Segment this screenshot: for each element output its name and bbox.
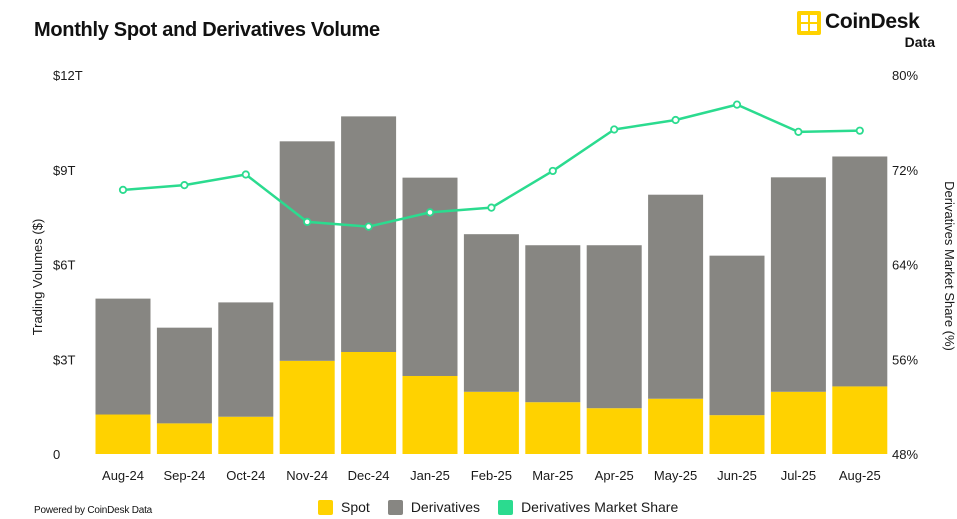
chart-title: Monthly Spot and Derivatives Volume xyxy=(34,19,380,41)
x-tick-label: Feb-25 xyxy=(471,468,512,483)
bar-derivatives xyxy=(648,194,704,399)
x-tick-label: May-25 xyxy=(654,468,697,483)
legend-item-spot: Spot xyxy=(318,499,370,515)
share-point xyxy=(364,222,373,231)
y-axis-title: Trading Volumes ($) xyxy=(30,219,45,336)
share-point xyxy=(118,185,128,194)
x-tick-label: Nov-24 xyxy=(286,468,328,483)
x-tick-label: Jan-25 xyxy=(410,468,450,483)
share-point xyxy=(671,115,680,125)
legend-swatch-share xyxy=(498,499,514,515)
share-point xyxy=(303,217,312,226)
bar-spot xyxy=(648,398,704,454)
x-tick-label: Aug-25 xyxy=(839,468,881,483)
bar-spot xyxy=(770,391,826,454)
bar-derivatives xyxy=(279,141,335,361)
y-tick-label: $9T xyxy=(53,163,75,178)
x-tick-label: Sep-24 xyxy=(163,468,205,483)
legend-item-derivatives: Derivatives xyxy=(387,499,481,515)
y-axis-right-title: Derivatives Market Share (%) xyxy=(942,181,957,351)
coindesk-logo-icon xyxy=(797,11,821,35)
y-tick-label: 0 xyxy=(53,447,60,462)
bar-spot xyxy=(402,375,458,454)
share-point xyxy=(425,208,435,217)
share-point xyxy=(180,181,189,190)
coindesk-logo: CoinDesk Data xyxy=(795,10,935,54)
bar-derivatives xyxy=(525,245,581,403)
y-tick-label: $12T xyxy=(53,68,83,83)
right-axis: 48% 56% 64% 72% 80% xyxy=(892,68,918,462)
share-point xyxy=(241,170,250,179)
share-point xyxy=(548,166,557,176)
legend-swatch-derivatives xyxy=(387,499,403,515)
bar-derivatives xyxy=(709,255,765,416)
y-right-tick-label: 64% xyxy=(892,258,918,273)
x-tick-label: Apr-25 xyxy=(595,468,634,483)
bar-derivatives xyxy=(95,298,151,415)
bar-derivatives xyxy=(770,177,826,392)
legend-swatch-spot xyxy=(318,499,333,515)
bar-spot xyxy=(709,415,765,454)
bar-spot xyxy=(279,360,335,454)
y-right-tick-label: 80% xyxy=(892,68,918,83)
bars-group xyxy=(95,116,888,454)
x-tick-label: Jun-25 xyxy=(717,468,757,483)
legend: Spot Derivatives Derivatives Market Shar… xyxy=(318,499,696,515)
x-axis: Aug-24 Sep-24 Oct-24 Nov-24 Dec-24 Jan-25 Feb-… xyxy=(102,468,881,483)
x-tick-label: Mar-25 xyxy=(532,468,573,483)
bar-derivatives xyxy=(402,177,458,376)
share-point xyxy=(487,203,496,212)
legend-label-derivatives: Derivatives xyxy=(410,499,481,515)
brand-sub: Data xyxy=(904,34,935,50)
y-right-tick-label: 72% xyxy=(892,163,918,178)
legend-label-spot: Spot xyxy=(341,499,370,515)
bar-derivatives xyxy=(156,327,212,424)
bar-spot xyxy=(586,408,642,454)
y-right-tick-label: 56% xyxy=(892,352,918,367)
brand-name: CoinDesk xyxy=(825,10,920,33)
share-point xyxy=(855,126,864,135)
footer-credit: Powered by CoinDesk Data xyxy=(34,505,153,516)
bar-spot xyxy=(341,351,397,454)
share-point xyxy=(610,125,619,134)
bar-spot xyxy=(95,414,151,454)
legend-label-share: Derivatives Market Share xyxy=(521,499,679,515)
bar-spot xyxy=(156,423,212,454)
bar-spot xyxy=(832,386,888,454)
bar-derivatives xyxy=(341,116,397,352)
bar-derivatives xyxy=(832,156,888,387)
y-tick-label: $6T xyxy=(53,258,75,273)
bar-derivatives xyxy=(463,234,519,392)
share-line-group xyxy=(118,100,864,231)
y-tick-label: $3T xyxy=(53,352,75,367)
x-tick-label: Oct-24 xyxy=(226,468,265,483)
bar-spot xyxy=(218,416,274,454)
y-right-tick-label: 48% xyxy=(892,447,918,462)
share-point xyxy=(794,127,803,136)
bar-spot xyxy=(525,402,581,454)
left-axis: 0 $3T $6T $9T $12T xyxy=(53,68,83,462)
x-tick-label: Dec-24 xyxy=(348,468,390,483)
bar-spot xyxy=(463,391,519,454)
bar-derivatives xyxy=(218,302,274,417)
x-tick-label: Jul-25 xyxy=(781,468,816,483)
x-tick-label: Aug-24 xyxy=(102,468,144,483)
bar-derivatives xyxy=(586,245,642,409)
legend-item-share: Derivatives Market Share xyxy=(498,499,678,515)
share-point xyxy=(732,100,742,109)
